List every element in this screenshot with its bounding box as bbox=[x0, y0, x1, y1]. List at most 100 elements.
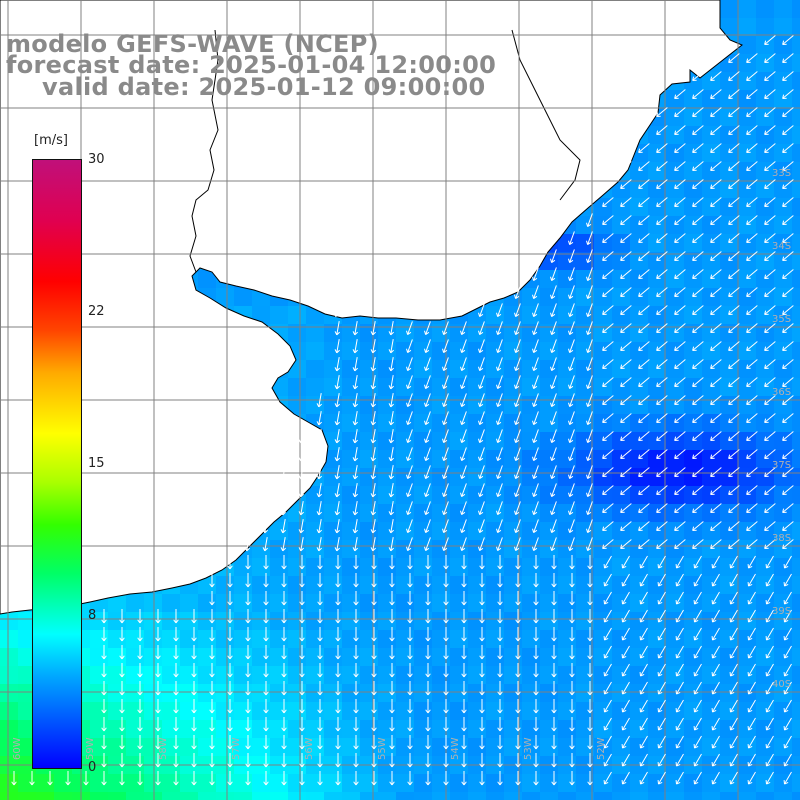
wind-arrow bbox=[209, 699, 215, 714]
wind-speed-cell bbox=[558, 306, 576, 324]
wind-arrow bbox=[568, 411, 575, 425]
wind-speed-cell bbox=[486, 378, 504, 396]
wind-arrow bbox=[638, 449, 650, 459]
valid-date: valid date: 2025-01-12 09:00:00 bbox=[42, 73, 486, 101]
latitude-label: 38S bbox=[772, 533, 791, 544]
wind-arrow bbox=[711, 735, 720, 749]
wind-arrow bbox=[478, 375, 485, 389]
wind-arrow bbox=[316, 519, 323, 534]
wind-arrow bbox=[209, 753, 215, 768]
wind-arrow bbox=[693, 771, 702, 785]
wind-speed-cell bbox=[540, 414, 558, 432]
wind-arrow bbox=[657, 681, 666, 695]
wind-arrow bbox=[620, 359, 632, 369]
wind-arrow bbox=[299, 663, 305, 678]
wind-speed-cell bbox=[558, 342, 576, 360]
wind-arrow bbox=[587, 753, 593, 768]
wind-arrow bbox=[514, 393, 521, 407]
wind-arrow bbox=[424, 519, 431, 533]
wind-arrow bbox=[425, 609, 431, 624]
wind-arrow bbox=[424, 375, 431, 389]
longitude-label: 60W bbox=[12, 737, 23, 760]
wind-arrow bbox=[496, 447, 503, 461]
wind-speed-cell bbox=[468, 468, 486, 486]
wind-arrow bbox=[746, 71, 758, 81]
wind-arrow bbox=[461, 627, 467, 642]
wind-arrow bbox=[729, 735, 738, 749]
wind-arrow bbox=[209, 609, 215, 624]
wind-arrow bbox=[638, 359, 650, 369]
wind-speed-cell bbox=[252, 306, 270, 324]
wind-arrow bbox=[764, 503, 776, 513]
wind-speed-cell bbox=[414, 540, 432, 558]
wind-speed-cell bbox=[468, 378, 486, 396]
wind-arrow bbox=[783, 591, 792, 605]
wind-arrow bbox=[514, 375, 521, 389]
wind-arrow bbox=[710, 341, 722, 351]
wind-arrow bbox=[568, 285, 575, 299]
wind-arrow bbox=[765, 573, 774, 587]
wind-arrow bbox=[764, 287, 776, 297]
wind-arrow bbox=[710, 233, 722, 243]
wind-arrow bbox=[514, 285, 521, 299]
wind-arrow bbox=[424, 411, 431, 425]
wind-arrow bbox=[602, 323, 614, 333]
wind-arrow bbox=[496, 411, 503, 425]
wind-arrow bbox=[407, 663, 413, 678]
wind-arrow bbox=[728, 251, 740, 261]
wind-arrow bbox=[245, 555, 251, 570]
wind-arrow bbox=[586, 357, 593, 371]
wind-arrow bbox=[461, 645, 467, 660]
wind-arrow bbox=[639, 555, 648, 569]
wind-arrow bbox=[692, 71, 704, 81]
wind-speed-cell bbox=[0, 738, 18, 756]
wind-speed-cell bbox=[468, 504, 486, 522]
wind-arrow bbox=[353, 753, 359, 768]
wind-arrow bbox=[245, 573, 251, 588]
wind-arrow bbox=[674, 503, 686, 513]
wind-arrow bbox=[586, 285, 593, 299]
wind-speed-cell bbox=[396, 792, 414, 800]
wind-arrow bbox=[674, 269, 686, 279]
wind-speed-cell bbox=[792, 522, 800, 540]
wind-arrow bbox=[764, 71, 776, 81]
wind-arrow bbox=[693, 753, 702, 767]
wind-arrow bbox=[728, 89, 740, 99]
wind-arrow bbox=[692, 323, 704, 333]
wind-arrow bbox=[657, 573, 666, 587]
wind-arrow bbox=[461, 717, 467, 732]
wind-arrow bbox=[263, 645, 269, 660]
wind-speed-cell bbox=[234, 288, 252, 306]
wind-arrow bbox=[317, 609, 323, 624]
wind-arrow bbox=[620, 467, 632, 477]
wind-arrow bbox=[11, 771, 17, 786]
wind-arrow bbox=[657, 645, 666, 659]
wind-arrow bbox=[425, 591, 431, 606]
wind-arrow bbox=[746, 215, 758, 225]
wind-arrow bbox=[620, 449, 632, 459]
wind-speed-cell bbox=[756, 18, 774, 36]
wind-arrow bbox=[442, 429, 449, 443]
wind-arrow bbox=[656, 413, 668, 423]
wind-arrow bbox=[550, 519, 557, 533]
wind-arrow bbox=[406, 519, 413, 533]
wind-arrow bbox=[620, 395, 632, 405]
wind-arrow bbox=[764, 485, 776, 495]
wind-arrow bbox=[656, 161, 668, 171]
wind-arrow bbox=[532, 303, 539, 317]
wind-arrow bbox=[406, 393, 413, 407]
wind-arrow bbox=[728, 395, 740, 405]
wind-arrow bbox=[406, 447, 413, 461]
wind-speed-cell bbox=[108, 792, 126, 800]
wind-arrow bbox=[335, 681, 341, 696]
wind-arrow bbox=[497, 771, 503, 786]
wind-arrow bbox=[514, 501, 521, 515]
wind-arrow bbox=[710, 89, 722, 99]
wind-arrow bbox=[299, 699, 305, 714]
wind-speed-cell bbox=[162, 792, 180, 800]
wind-arrow bbox=[442, 357, 449, 371]
wind-speed-cell bbox=[126, 594, 144, 612]
wind-arrow bbox=[334, 393, 341, 408]
wind-arrow bbox=[316, 429, 323, 444]
wind-speed-cell bbox=[576, 288, 594, 306]
